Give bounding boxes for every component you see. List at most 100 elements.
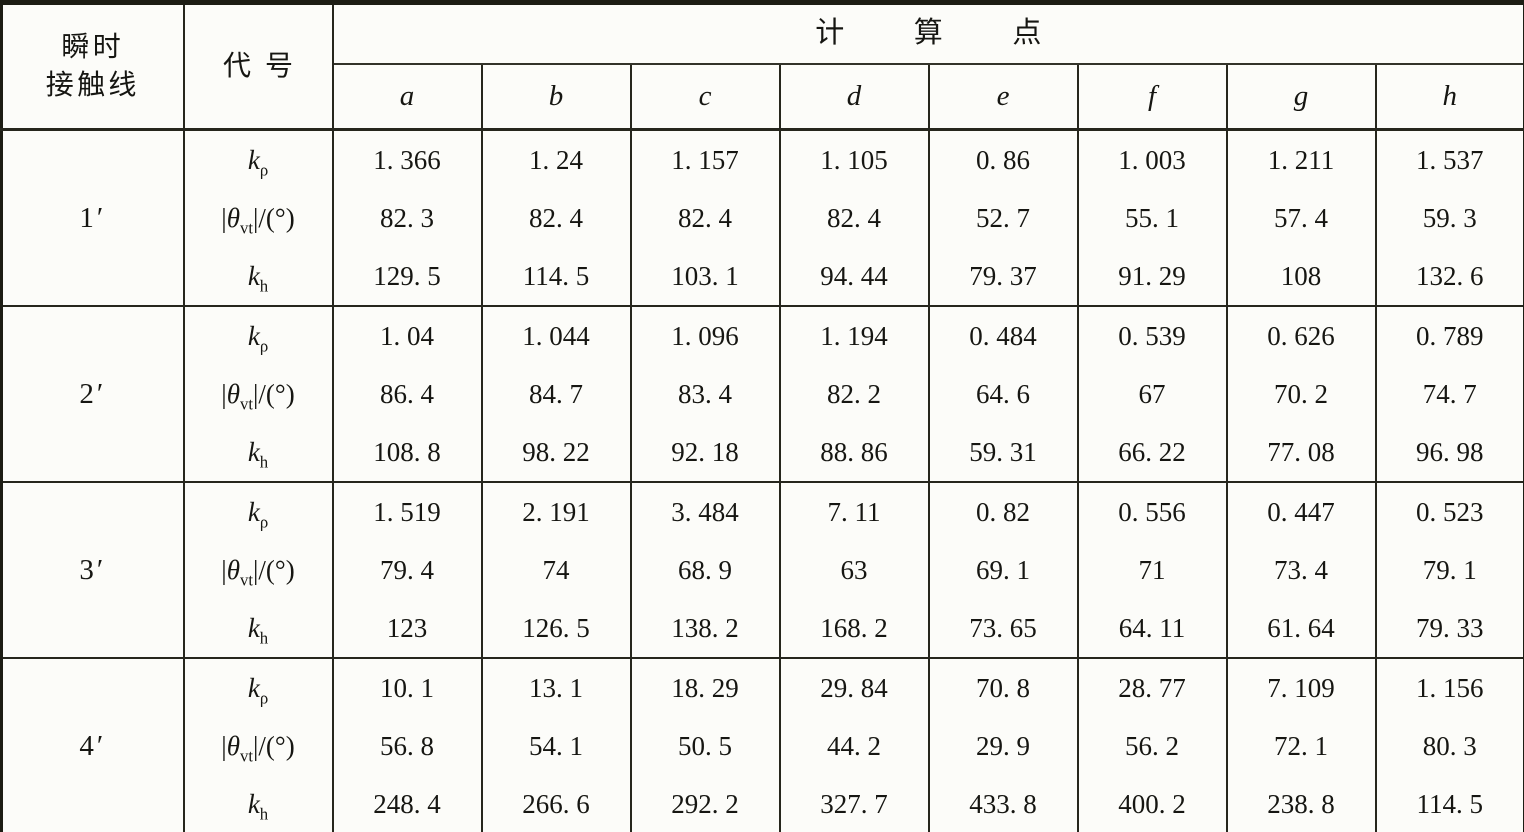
header-point-d: d (778, 63, 930, 131)
value-b-theta-vt-abs: 82. 4 (480, 189, 632, 247)
value-h-k-h: 79. 33 (1374, 599, 1524, 658)
value-e-k-h: 59. 31 (927, 423, 1079, 482)
value-a-k-rho: 1. 519 (331, 481, 483, 541)
header-contact-line: 瞬时 接触线 (0, 2, 185, 131)
symbol-theta-vt-abs: |θvt|/(°) (182, 365, 334, 423)
value-d-k-rho: 1. 105 (778, 128, 930, 189)
value-d-k-rho: 29. 84 (778, 657, 930, 717)
value-h-k-rho: 0. 523 (1374, 481, 1524, 541)
value-f-k-h: 64. 11 (1076, 599, 1228, 658)
value-f-k-rho: 0. 539 (1076, 305, 1228, 365)
value-f-k-h: 91. 29 (1076, 247, 1228, 306)
value-b-k-rho: 13. 1 (480, 657, 632, 717)
value-d-k-h: 88. 86 (778, 423, 930, 482)
table-row: 4′ kρ 10. 1 13. 1 18. 29 29. 84 70. 8 28. 77 7. … (0, 657, 1524, 832)
value-c-k-rho: 3. 484 (629, 481, 781, 541)
header-contact-line-line1: 瞬时 (61, 31, 125, 63)
value-b-k-h: 266. 6 (480, 775, 632, 832)
table-row: kh 129. 5 114. 5 103. 1 94. 44 79. 37 91. 29 10… (2, 247, 1524, 306)
value-g-theta-vt-abs: 57. 4 (1225, 189, 1377, 247)
value-d-theta-vt-abs: 63 (778, 541, 930, 599)
value-d-k-rho: 7. 11 (778, 481, 930, 541)
value-a-k-rho: 1. 366 (331, 128, 483, 189)
value-c-theta-vt-abs: 82. 4 (629, 189, 781, 247)
value-e-k-rho: 0. 82 (927, 481, 1079, 541)
value-g-k-h: 238. 8 (1225, 775, 1377, 832)
table-row: 2′ kρ 1. 04 1. 044 1. 096 1. 194 0. 484 0. 539 0… (0, 305, 1524, 482)
value-c-k-h: 292. 2 (629, 775, 781, 832)
value-g-k-rho: 7. 109 (1225, 657, 1377, 717)
table-row: kh 248. 4 266. 6 292. 2 327. 7 433. 8 400. 2 23… (2, 775, 1524, 832)
header-point-g: g (1225, 63, 1377, 131)
value-g-k-rho: 0. 626 (1225, 305, 1377, 365)
value-f-k-rho: 1. 003 (1076, 128, 1228, 189)
value-b-k-h: 126. 5 (480, 599, 632, 658)
value-e-theta-vt-abs: 69. 1 (927, 541, 1079, 599)
value-g-k-h: 61. 64 (1225, 599, 1377, 658)
value-a-k-h: 248. 4 (331, 775, 483, 832)
value-a-theta-vt-abs: 86. 4 (331, 365, 483, 423)
table-body: 1′ kρ 1. 366 1. 24 1. 157 1. 105 0. 86 1. 003 1.… (0, 128, 1524, 832)
header-point-h: h (1374, 63, 1524, 131)
value-h-k-rho: 0. 789 (1374, 305, 1524, 365)
value-h-k-h: 96. 98 (1374, 423, 1524, 482)
value-a-k-h: 108. 8 (331, 423, 483, 482)
value-b-k-h: 98. 22 (480, 423, 632, 482)
value-c-k-rho: 18. 29 (629, 657, 781, 717)
value-a-k-h: 123 (331, 599, 483, 658)
value-c-k-h: 92. 18 (629, 423, 781, 482)
header-point-a: a (331, 63, 483, 131)
value-g-theta-vt-abs: 70. 2 (1225, 365, 1377, 423)
value-d-k-h: 168. 2 (778, 599, 930, 658)
value-a-theta-vt-abs: 79. 4 (331, 541, 483, 599)
header-symbol: 代号 (182, 2, 334, 131)
value-b-k-h: 114. 5 (480, 247, 632, 306)
value-e-theta-vt-abs: 52. 7 (927, 189, 1079, 247)
value-d-k-h: 94. 44 (778, 247, 930, 306)
value-g-k-rho: 0. 447 (1225, 481, 1377, 541)
value-h-k-rho: 1. 156 (1374, 657, 1524, 717)
value-d-theta-vt-abs: 82. 4 (778, 189, 930, 247)
value-b-theta-vt-abs: 74 (480, 541, 632, 599)
header-point-b: b (480, 63, 632, 131)
value-f-k-h: 66. 22 (1076, 423, 1228, 482)
symbol-theta-vt-abs: |θvt|/(°) (182, 541, 334, 599)
symbol-k-h: kh (182, 247, 334, 306)
value-a-theta-vt-abs: 56. 8 (331, 717, 483, 775)
contact-line-label: 3′ (0, 481, 185, 658)
value-h-k-rho: 1. 537 (1374, 128, 1524, 189)
header-point-f: f (1076, 63, 1228, 131)
symbol-theta-vt-abs: |θvt|/(°) (182, 717, 334, 775)
value-d-theta-vt-abs: 44. 2 (778, 717, 930, 775)
symbol-k-h: kh (182, 423, 334, 482)
symbol-k-rho: kρ (182, 657, 334, 717)
value-f-k-rho: 0. 556 (1076, 481, 1228, 541)
value-h-k-h: 114. 5 (1374, 775, 1524, 832)
value-b-theta-vt-abs: 54. 1 (480, 717, 632, 775)
value-a-theta-vt-abs: 82. 3 (331, 189, 483, 247)
value-a-k-rho: 10. 1 (331, 657, 483, 717)
table-row: 3′ kρ 1. 519 2. 191 3. 484 7. 11 0. 82 0. 556 0.… (0, 481, 1524, 658)
header-point-e: e (927, 63, 1079, 131)
value-e-k-h: 73. 65 (927, 599, 1079, 658)
value-c-theta-vt-abs: 83. 4 (629, 365, 781, 423)
table-row: |θvt|/(°) 86. 4 84. 7 83. 4 82. 2 64. 6 67 70. … (2, 365, 1524, 423)
symbol-k-h: kh (182, 775, 334, 832)
value-c-theta-vt-abs: 68. 9 (629, 541, 781, 599)
value-d-theta-vt-abs: 82. 2 (778, 365, 930, 423)
value-e-k-h: 79. 37 (927, 247, 1079, 306)
value-e-k-rho: 0. 484 (927, 305, 1079, 365)
symbol-k-rho: kρ (182, 305, 334, 365)
value-h-theta-vt-abs: 80. 3 (1374, 717, 1524, 775)
value-f-theta-vt-abs: 56. 2 (1076, 717, 1228, 775)
value-a-k-rho: 1. 04 (331, 305, 483, 365)
contact-line-label: 1′ (0, 128, 185, 306)
value-c-k-h: 103. 1 (629, 247, 781, 306)
value-d-k-rho: 1. 194 (778, 305, 930, 365)
value-f-k-h: 400. 2 (1076, 775, 1228, 832)
value-h-theta-vt-abs: 74. 7 (1374, 365, 1524, 423)
table-row: 1′ kρ 1. 366 1. 24 1. 157 1. 105 0. 86 1. 003 1.… (0, 128, 1524, 306)
